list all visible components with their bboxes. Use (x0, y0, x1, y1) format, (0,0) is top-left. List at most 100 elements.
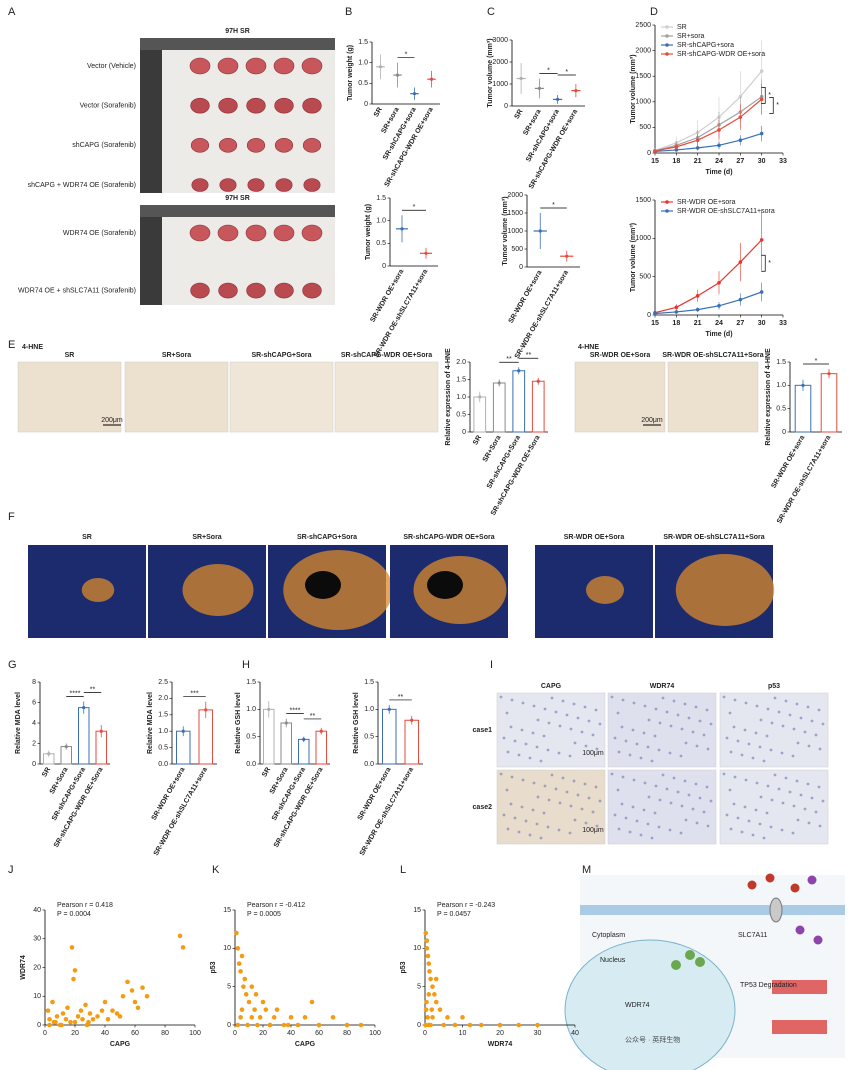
nucleus-dot (758, 745, 762, 749)
nucleus-dot (617, 750, 621, 754)
point (433, 999, 439, 1005)
nucleus-dot (565, 790, 569, 794)
bar (820, 373, 838, 433)
x-tick-label: 24 (715, 320, 723, 327)
nucleus-dot (547, 721, 551, 725)
annotation: Pearson r = -0.412 (247, 902, 305, 909)
mean-marker (181, 729, 185, 733)
ihc-image (229, 361, 334, 433)
point (245, 1022, 250, 1028)
point (302, 1015, 308, 1020)
nucleus-dot (803, 807, 807, 811)
nucleus-dot (814, 733, 818, 737)
stain-label: 4-HNE (22, 344, 43, 351)
ihc-image (496, 769, 606, 845)
nucleus-dot (505, 711, 509, 715)
stain-label: 4-HNE (578, 344, 599, 351)
nucleus-dot (732, 802, 736, 806)
point (239, 953, 245, 959)
nucleus-dot (620, 725, 624, 729)
nucleus-dot (591, 733, 595, 737)
point (430, 984, 435, 989)
y-tick-label: 0.5 (776, 406, 786, 413)
nucleus-dot (572, 702, 576, 706)
tumor (189, 224, 211, 242)
if-signal (182, 564, 254, 616)
nucleus-dot (642, 731, 646, 735)
nucleus-dot (654, 784, 658, 788)
column-label: p53 (768, 683, 780, 690)
point (235, 1022, 241, 1028)
y-tick-label: 1.0 (376, 218, 386, 225)
x-tick-label: 33 (779, 320, 787, 327)
tumor (245, 224, 267, 242)
nucleus-dot (624, 816, 628, 820)
point (246, 999, 252, 1005)
row-label: case1 (473, 727, 493, 734)
mean-marker (284, 721, 288, 725)
nucleus-dot (762, 759, 766, 763)
nucleus-dot (647, 795, 651, 799)
point (460, 1015, 465, 1020)
nucleus-dot (791, 754, 795, 758)
x-tick-label: SR (514, 108, 525, 120)
molecule (790, 883, 800, 893)
nucleus-dot (583, 782, 587, 786)
point (674, 310, 679, 314)
tumor (302, 97, 322, 114)
tumor (273, 224, 295, 242)
scale-bar-label: 100μm (582, 750, 604, 757)
sig-label: ** (526, 352, 532, 359)
x-tick-label: 27 (736, 320, 744, 327)
tumor (246, 138, 266, 153)
nucleus-dot (706, 747, 710, 751)
point (95, 1014, 100, 1019)
x-tick-label: 30 (758, 158, 766, 165)
nucleus-dot (817, 708, 821, 712)
point (288, 1015, 294, 1020)
point (78, 1008, 84, 1013)
point (47, 1022, 52, 1028)
nucleus-dot (740, 830, 744, 834)
y-axis-label: WDR74 (20, 955, 27, 980)
y-tick-label: 0 (382, 263, 386, 270)
tumor (301, 224, 323, 242)
point (424, 938, 430, 943)
nucleus-dot (643, 704, 647, 708)
nucleus-dot (679, 831, 683, 835)
legend-label: SR-WDR OE+sora (677, 199, 736, 206)
x-tick-label: 40 (571, 1030, 579, 1037)
image-label: SR-WDR OE+Sora (590, 352, 651, 359)
sig-label: ** (310, 713, 316, 720)
panel-label: A (8, 6, 16, 18)
y-tick-label: 0 (462, 429, 466, 436)
y-tick-label: 500 (511, 246, 523, 253)
tumor (273, 57, 295, 75)
diagram-label: TP53 Degradation (740, 982, 797, 989)
x-tick-label: 80 (161, 1030, 169, 1037)
point (90, 1016, 96, 1022)
x-axis-label: CAPG (110, 1041, 131, 1048)
point (75, 1014, 81, 1019)
nucleus-dot (684, 818, 688, 822)
nucleus-dot (751, 833, 755, 837)
nucleus-dot (532, 781, 536, 785)
necrosis (427, 571, 463, 599)
y-tick-label: 5 (417, 984, 421, 991)
point (695, 138, 700, 142)
y-tick-label: 0.0 (364, 761, 374, 768)
nucleus-dot (766, 784, 770, 788)
nucleus-dot (502, 813, 506, 817)
membrane (580, 905, 845, 915)
mean-marker (47, 752, 51, 756)
sig-label: * (547, 67, 550, 74)
point (423, 1007, 429, 1012)
row-label: WDR74 OE (Sorafenib) (63, 230, 136, 237)
y-tick-label: 3000 (492, 37, 508, 44)
nucleus-dot (722, 772, 726, 776)
image-label: SR-WDR OE+Sora (564, 534, 625, 541)
nucleus-dot (539, 836, 543, 840)
nucleus-dot (709, 799, 713, 803)
y-tick-label: 0 (364, 101, 368, 108)
sig-label: **** (290, 707, 301, 714)
